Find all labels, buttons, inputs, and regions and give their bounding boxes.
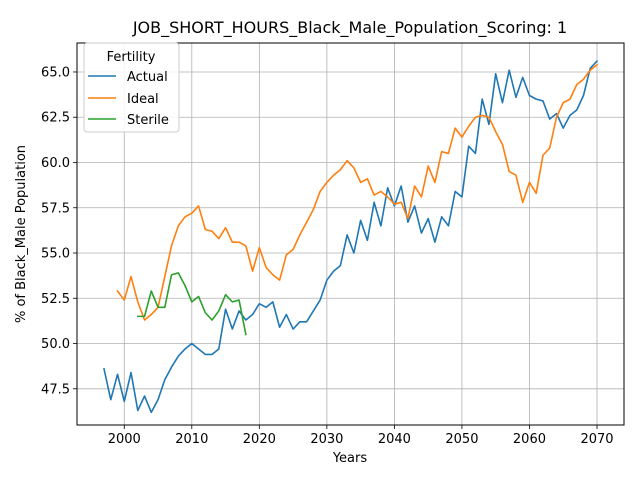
series-line-sterile	[136, 272, 247, 336]
x-tick-label: 2010	[175, 432, 208, 447]
y-tick-label: 47.5	[41, 382, 70, 397]
legend-title: Fertility	[107, 50, 156, 65]
y-tick-label: 62.5	[41, 111, 70, 126]
y-tick-label: 50.0	[41, 337, 70, 352]
x-tick-label: 2040	[378, 432, 411, 447]
x-axis-label: Years	[332, 451, 368, 466]
y-tick-label: 52.5	[41, 292, 70, 307]
y-tick-label: 65.0	[41, 65, 70, 80]
grid	[77, 43, 624, 425]
series-line-actual	[103, 59, 599, 414]
chart-title: JOB_SHORT_HOURS_Black_Male_Population_Sc…	[132, 18, 567, 38]
legend-label-sterile: Sterile	[127, 113, 169, 128]
series-lines	[103, 59, 599, 414]
y-tick-label: 57.5	[41, 201, 70, 216]
y-tick-label: 60.0	[41, 156, 70, 171]
legend-label-ideal: Ideal	[127, 92, 159, 107]
x-tick-label: 2070	[580, 432, 613, 447]
x-tick-label: 2030	[310, 432, 343, 447]
x-tick-label: 2060	[513, 432, 546, 447]
legend-label-actual: Actual	[127, 70, 168, 85]
x-tick-label: 2020	[243, 432, 276, 447]
x-tick-label: 2000	[108, 432, 141, 447]
x-tick-label: 2050	[445, 432, 478, 447]
legend-box	[83, 42, 180, 133]
series-line-ideal	[116, 63, 599, 321]
axis-ticks: 2000 2010 2020 2030 2040 2050 2060 2070 47.5 50.0…	[41, 65, 613, 447]
y-axis-label: % of Black_Male Population	[14, 145, 29, 323]
plot-frame	[76, 42, 625, 426]
y-tick-label: 55.0	[41, 247, 70, 262]
legend: Fertility Actual Ideal Sterile	[83, 42, 180, 133]
